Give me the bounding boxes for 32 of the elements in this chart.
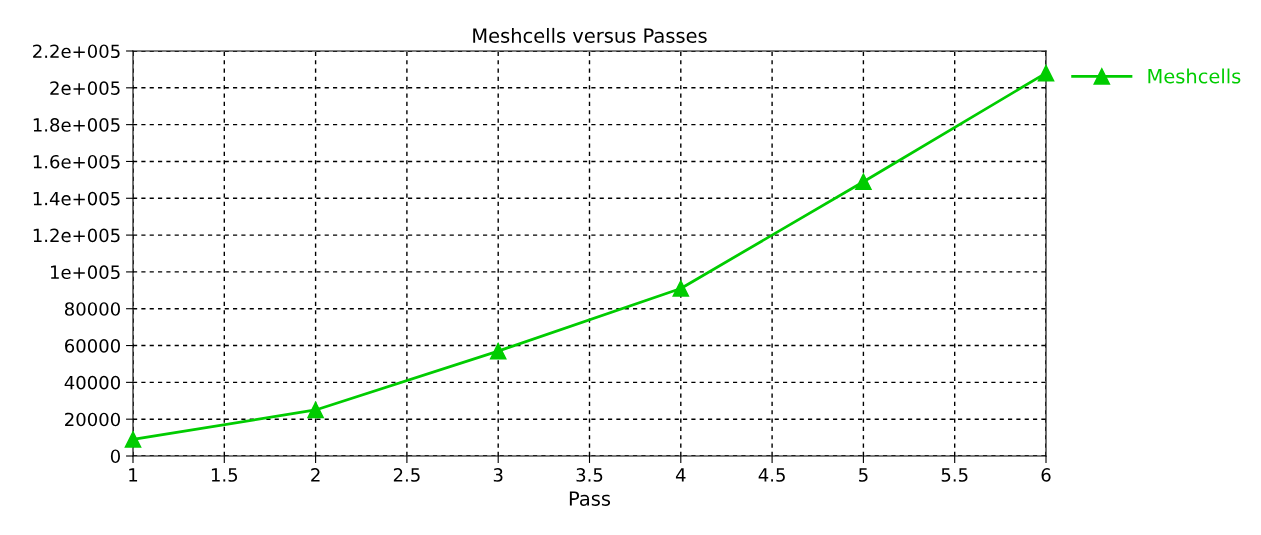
legend-label: Meshcells bbox=[1148, 68, 1241, 84]
y-tick-label: 20000 bbox=[65, 412, 120, 427]
point bbox=[307, 401, 324, 419]
x-tick-label: 1 bbox=[129, 468, 138, 482]
x-tick-label: 5 bbox=[859, 468, 868, 482]
chart-title: Meshcells versus Passes bbox=[473, 27, 707, 43]
point bbox=[672, 280, 690, 297]
y-tick-label: 40000 bbox=[64, 375, 120, 390]
y-tick-label: 1.6e+005 bbox=[33, 154, 120, 169]
x-tick-label: 4 bbox=[675, 468, 686, 482]
point bbox=[489, 342, 507, 360]
x-tick-label: 5.5 bbox=[941, 468, 968, 482]
y-tick-label: 0 bbox=[110, 449, 120, 464]
x-tick-label: 4.5 bbox=[758, 468, 785, 482]
y-tick-label: 2e+005 bbox=[50, 81, 120, 95]
x-tick-label: 3.5 bbox=[576, 468, 603, 482]
x-axis-title: Pass bbox=[569, 491, 611, 506]
y-tick-label: 1.4e+005 bbox=[33, 191, 120, 206]
x-tick-label: 6 bbox=[1041, 468, 1051, 482]
x-tick-label: 2.5 bbox=[393, 468, 420, 482]
x-tick-label: 1.5 bbox=[211, 468, 238, 482]
y-tick-label: 60000 bbox=[65, 339, 120, 353]
point bbox=[855, 173, 872, 191]
x-tick-label: 3 bbox=[493, 468, 503, 482]
point bbox=[124, 431, 142, 448]
y-tick-label: 2.2e+005 bbox=[33, 44, 120, 59]
y-tick-label: 1.2e+005 bbox=[33, 228, 120, 243]
y-tick-label: 1e+005 bbox=[50, 265, 120, 280]
point bbox=[1037, 64, 1055, 82]
y-tick-label: 80000 bbox=[64, 302, 120, 316]
x-tick-label: 2 bbox=[311, 468, 320, 482]
y-tick-label: 1.8e+005 bbox=[33, 118, 120, 132]
